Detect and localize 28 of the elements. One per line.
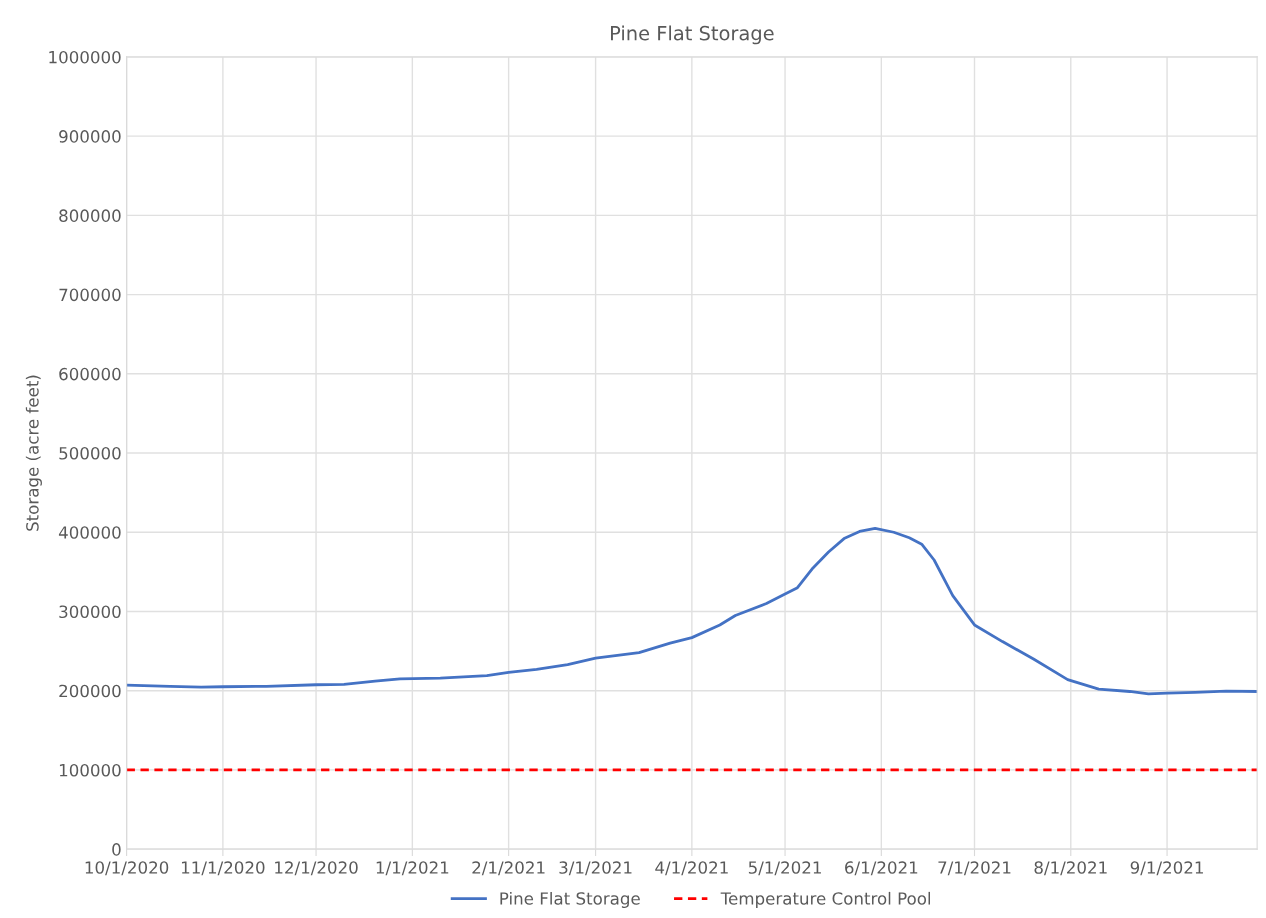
y-tick-label: 200000 [59,684,121,698]
line-series [126,526,1258,696]
x-tick-label: 6/1/2021 [845,861,918,876]
x-tick-label: 4/1/2021 [655,861,728,876]
x-tick-label: 11/1/2020 [181,861,265,876]
x-tick-label: 12/1/2020 [275,861,358,876]
y-tick-label: 500000 [59,447,121,460]
y-tick-label: 0 [112,843,121,856]
y-axis-title: Storage (acre feet) [25,375,42,531]
x-tick-label: 1/1/2021 [376,861,449,876]
y-tick-label: 300000 [59,605,121,619]
y-tick-label: 100000 [59,763,121,777]
x-tick-label: 8/1/2021 [1034,861,1107,876]
y-tick-label: 600000 [59,367,121,381]
x-tick-label: 9/1/2021 [1130,861,1203,876]
x-tick-label: 2/1/2021 [472,861,545,876]
legend-label: Pine Flat Storage [500,891,640,909]
x-tick-label: 5/1/2021 [748,861,821,876]
legend-label: Temperature Control Pool [720,891,931,909]
x-tick-label: 3/1/2021 [559,861,632,876]
y-tick-label: 700000 [59,288,121,302]
x-tick-label: 7/1/2021 [938,861,1011,876]
x-tick-label: 10/1/2020 [85,861,169,876]
y-tick-label: 900000 [59,130,121,143]
y-tick-label: 400000 [58,526,121,539]
y-tick-label: 1000000 [49,50,121,64]
y-tick-label: 800000 [59,209,121,222]
chart-title: Pine Flat Storage [611,25,774,45]
